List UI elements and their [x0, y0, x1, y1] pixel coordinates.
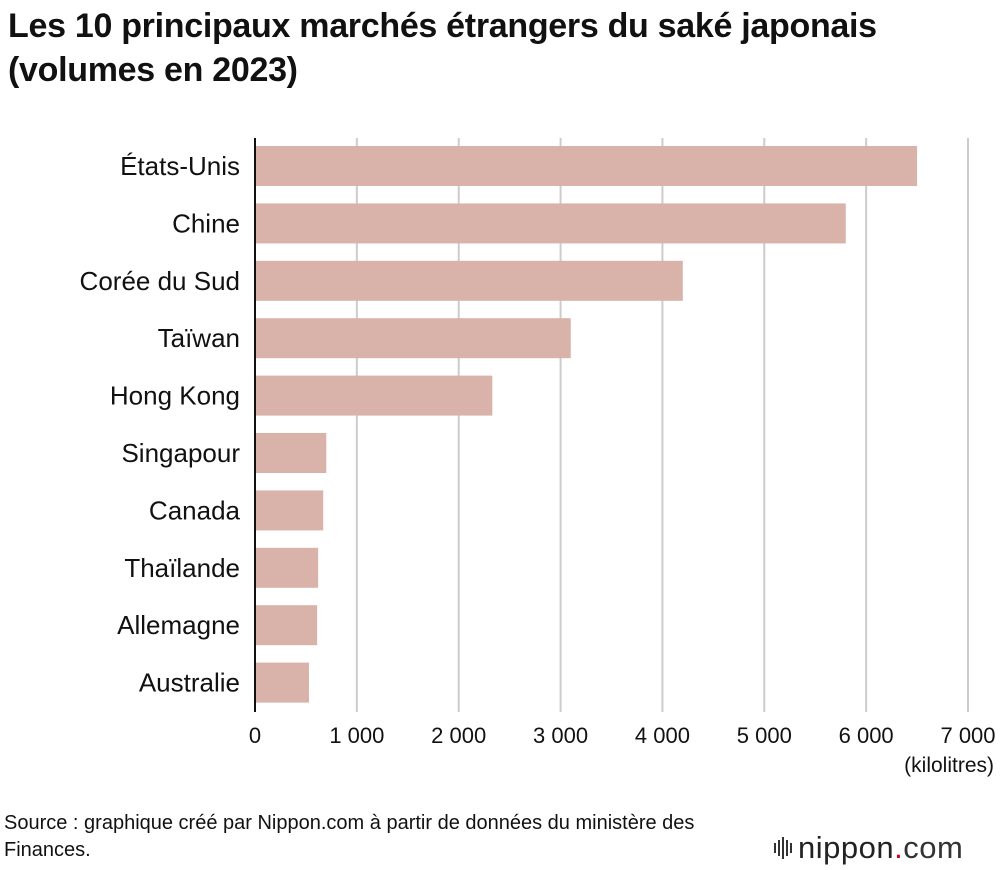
- category-label: Thaïlande: [124, 553, 240, 583]
- category-label: États-Unis: [120, 151, 240, 181]
- bar: [255, 547, 319, 588]
- category-label: Australie: [139, 668, 240, 698]
- category-label: Hong Kong: [110, 381, 240, 411]
- x-tick-label: 2 000: [431, 723, 486, 748]
- x-tick-label: 3 000: [533, 723, 588, 748]
- source-note: Source : graphique créé par Nippon.com à…: [4, 812, 695, 861]
- x-tick-labels: 0 1 000 2 000 3 000 4 000 5 000 6 000 7 000: [249, 723, 996, 748]
- bar: [255, 375, 493, 416]
- chart-title: Les 10 principaux marchés étrangers du s…: [8, 7, 877, 89]
- logo-suffix: com: [903, 830, 964, 865]
- bar: [255, 490, 324, 531]
- bar: [255, 318, 571, 359]
- category-label: Allemagne: [117, 610, 240, 640]
- nippon-bars-logo-icon: [774, 837, 792, 859]
- x-tick-label: 0: [249, 723, 261, 748]
- bar: [255, 662, 309, 703]
- bar: [255, 260, 683, 301]
- category-labels: États-Unis Chine Corée du Sud Taïwan Hong Ko…: [80, 151, 241, 698]
- bar-chart: États-Unis Chine Corée du Sud Taïwan Hong Ko…: [80, 138, 996, 748]
- category-label: Chine: [172, 208, 240, 238]
- bar: [255, 203, 846, 244]
- category-label: Singapour: [121, 438, 240, 468]
- bar: [255, 146, 918, 186]
- x-tick-label: 6 000: [839, 723, 894, 748]
- x-tick-label: 5 000: [737, 723, 792, 748]
- category-label: Taïwan: [158, 323, 240, 353]
- x-axis-unit-label: (kilolitres): [904, 754, 994, 777]
- bar: [255, 605, 318, 646]
- category-label: Canada: [149, 495, 241, 525]
- x-tick-label: 7 000: [940, 723, 995, 748]
- logo-name: nippon: [798, 830, 895, 865]
- nippon-logo: nippon. com: [774, 828, 963, 868]
- bar: [255, 433, 327, 473]
- category-label: Corée du Sud: [80, 266, 240, 296]
- x-tick-label: 1 000: [329, 723, 384, 748]
- x-tick-label: 4 000: [635, 723, 690, 748]
- bars: [255, 146, 918, 703]
- logo-dot: .: [894, 830, 904, 865]
